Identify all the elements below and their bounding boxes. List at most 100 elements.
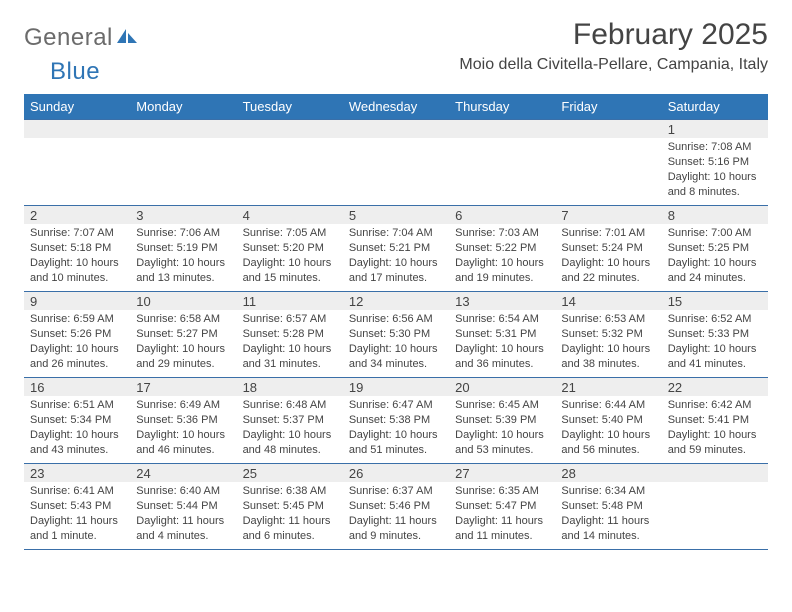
day-detail-line: and 19 minutes. [455, 271, 549, 286]
day-details [449, 138, 555, 144]
day-detail-line: Sunset: 5:32 PM [561, 327, 655, 342]
day-detail-line: Sunset: 5:45 PM [243, 499, 337, 514]
day-detail-line: Sunrise: 6:53 AM [561, 312, 655, 327]
day-detail-line: Sunrise: 6:35 AM [455, 484, 549, 499]
day-details: Sunrise: 7:01 AMSunset: 5:24 PMDaylight:… [555, 224, 661, 289]
brand-logo: General [24, 24, 139, 52]
day-detail-line: Sunrise: 6:49 AM [136, 398, 230, 413]
brand-text-blue: Blue [50, 58, 100, 85]
day-detail-line: Sunrise: 6:48 AM [243, 398, 337, 413]
calendar-day-cell: 28Sunrise: 6:34 AMSunset: 5:48 PMDayligh… [555, 464, 661, 550]
calendar-day-cell: 27Sunrise: 6:35 AMSunset: 5:47 PMDayligh… [449, 464, 555, 550]
day-detail-line: and 48 minutes. [243, 443, 337, 458]
day-detail-line: Sunrise: 6:42 AM [668, 398, 762, 413]
calendar-day-cell: 26Sunrise: 6:37 AMSunset: 5:46 PMDayligh… [343, 464, 449, 550]
calendar-day-cell: 16Sunrise: 6:51 AMSunset: 5:34 PMDayligh… [24, 378, 130, 464]
day-detail-line: Sunrise: 7:04 AM [349, 226, 443, 241]
day-detail-line: and 36 minutes. [455, 357, 549, 372]
day-detail-line: Daylight: 10 hours [243, 428, 337, 443]
day-details: Sunrise: 6:45 AMSunset: 5:39 PMDaylight:… [449, 396, 555, 461]
day-detail-line: Sunrise: 6:58 AM [136, 312, 230, 327]
day-details: Sunrise: 6:47 AMSunset: 5:38 PMDaylight:… [343, 396, 449, 461]
day-details: Sunrise: 7:04 AMSunset: 5:21 PMDaylight:… [343, 224, 449, 289]
day-number: 24 [130, 464, 236, 482]
day-details: Sunrise: 6:49 AMSunset: 5:36 PMDaylight:… [130, 396, 236, 461]
day-detail-line: Sunrise: 7:05 AM [243, 226, 337, 241]
day-details [24, 138, 130, 144]
day-number [24, 120, 130, 138]
calendar-day-cell [237, 120, 343, 206]
day-number: 20 [449, 378, 555, 396]
day-number: 19 [343, 378, 449, 396]
day-detail-line: Daylight: 10 hours [455, 428, 549, 443]
day-details: Sunrise: 6:37 AMSunset: 5:46 PMDaylight:… [343, 482, 449, 547]
day-detail-line: Daylight: 11 hours [349, 514, 443, 529]
day-detail-line: Sunset: 5:41 PM [668, 413, 762, 428]
day-detail-line: Daylight: 10 hours [349, 256, 443, 271]
day-detail-line: Daylight: 10 hours [561, 342, 655, 357]
day-detail-line: Sunset: 5:24 PM [561, 241, 655, 256]
day-details: Sunrise: 7:03 AMSunset: 5:22 PMDaylight:… [449, 224, 555, 289]
day-details [662, 482, 768, 488]
day-detail-line: Sunrise: 6:34 AM [561, 484, 655, 499]
day-detail-line: and 14 minutes. [561, 529, 655, 544]
day-detail-line: Daylight: 10 hours [455, 256, 549, 271]
day-detail-line: Sunset: 5:25 PM [668, 241, 762, 256]
day-detail-line: and 13 minutes. [136, 271, 230, 286]
calendar-day-cell: 25Sunrise: 6:38 AMSunset: 5:45 PMDayligh… [237, 464, 343, 550]
day-detail-line: and 9 minutes. [349, 529, 443, 544]
calendar-day-cell: 23Sunrise: 6:41 AMSunset: 5:43 PMDayligh… [24, 464, 130, 550]
day-detail-line: Daylight: 10 hours [668, 256, 762, 271]
day-number [237, 120, 343, 138]
day-detail-line: Sunrise: 6:41 AM [30, 484, 124, 499]
day-detail-line: Sunset: 5:38 PM [349, 413, 443, 428]
day-detail-line: Sunset: 5:44 PM [136, 499, 230, 514]
day-details [237, 138, 343, 144]
day-detail-line: Sunrise: 7:03 AM [455, 226, 549, 241]
calendar-day-cell: 22Sunrise: 6:42 AMSunset: 5:41 PMDayligh… [662, 378, 768, 464]
day-details [130, 138, 236, 144]
day-detail-line: and 22 minutes. [561, 271, 655, 286]
day-detail-line: Sunset: 5:39 PM [455, 413, 549, 428]
day-detail-line: Sunrise: 6:59 AM [30, 312, 124, 327]
day-details: Sunrise: 7:00 AMSunset: 5:25 PMDaylight:… [662, 224, 768, 289]
day-number: 27 [449, 464, 555, 482]
weekday-header: Saturday [662, 94, 768, 120]
day-number: 8 [662, 206, 768, 224]
day-detail-line: Sunrise: 7:01 AM [561, 226, 655, 241]
day-detail-line: Daylight: 11 hours [243, 514, 337, 529]
day-detail-line: Daylight: 10 hours [243, 256, 337, 271]
day-detail-line: Sunset: 5:20 PM [243, 241, 337, 256]
location-subtitle: Moio della Civitella-Pellare, Campania, … [459, 56, 768, 74]
calendar-day-cell: 14Sunrise: 6:53 AMSunset: 5:32 PMDayligh… [555, 292, 661, 378]
day-detail-line: and 11 minutes. [455, 529, 549, 544]
day-detail-line: Sunset: 5:40 PM [561, 413, 655, 428]
day-details: Sunrise: 6:52 AMSunset: 5:33 PMDaylight:… [662, 310, 768, 375]
day-number: 4 [237, 206, 343, 224]
day-details: Sunrise: 6:53 AMSunset: 5:32 PMDaylight:… [555, 310, 661, 375]
calendar-week-row: 16Sunrise: 6:51 AMSunset: 5:34 PMDayligh… [24, 378, 768, 464]
day-detail-line: Sunset: 5:28 PM [243, 327, 337, 342]
brand-sails-icon [115, 27, 139, 47]
calendar-day-cell: 12Sunrise: 6:56 AMSunset: 5:30 PMDayligh… [343, 292, 449, 378]
day-details: Sunrise: 6:42 AMSunset: 5:41 PMDaylight:… [662, 396, 768, 461]
weekday-header: Thursday [449, 94, 555, 120]
calendar-day-cell: 1Sunrise: 7:08 AMSunset: 5:16 PMDaylight… [662, 120, 768, 206]
calendar-day-cell: 20Sunrise: 6:45 AMSunset: 5:39 PMDayligh… [449, 378, 555, 464]
day-detail-line: Sunset: 5:27 PM [136, 327, 230, 342]
day-detail-line: Sunrise: 6:56 AM [349, 312, 443, 327]
day-detail-line: Sunrise: 7:06 AM [136, 226, 230, 241]
day-detail-line: Sunrise: 6:40 AM [136, 484, 230, 499]
day-number: 9 [24, 292, 130, 310]
day-detail-line: and 29 minutes. [136, 357, 230, 372]
day-detail-line: Daylight: 11 hours [455, 514, 549, 529]
day-detail-line: Sunrise: 6:45 AM [455, 398, 549, 413]
day-detail-line: and 53 minutes. [455, 443, 549, 458]
day-detail-line: and 26 minutes. [30, 357, 124, 372]
day-number: 11 [237, 292, 343, 310]
day-detail-line: and 56 minutes. [561, 443, 655, 458]
day-number: 15 [662, 292, 768, 310]
day-detail-line: and 43 minutes. [30, 443, 124, 458]
day-detail-line: and 38 minutes. [561, 357, 655, 372]
calendar-day-cell: 8Sunrise: 7:00 AMSunset: 5:25 PMDaylight… [662, 206, 768, 292]
